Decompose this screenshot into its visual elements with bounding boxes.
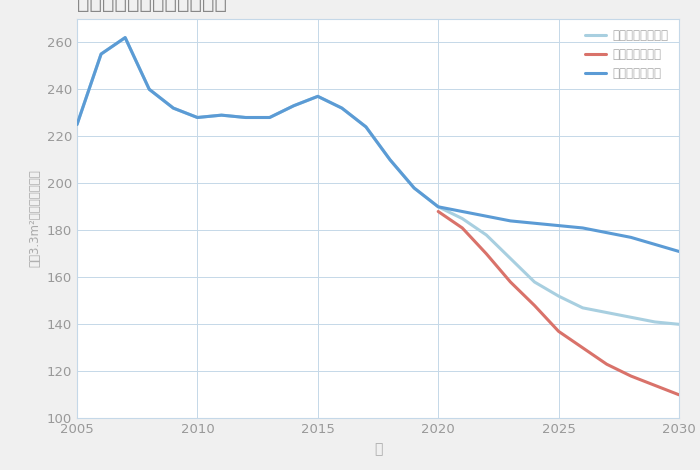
Y-axis label: 坪（3.3m²）単価（万円）: 坪（3.3m²）単価（万円） xyxy=(28,170,41,267)
ノーマルシナリオ xyxy=(73,122,81,127)
グッドシナリオ xyxy=(290,103,298,109)
グッドシナリオ xyxy=(193,115,202,120)
グッドシナリオ xyxy=(554,223,563,228)
ノーマルシナリオ xyxy=(217,112,225,118)
ノーマルシナリオ xyxy=(337,105,346,111)
グッドシナリオ xyxy=(314,94,322,99)
バッドシナリオ xyxy=(578,345,587,351)
バッドシナリオ xyxy=(434,209,442,214)
Line: グッドシナリオ: グッドシナリオ xyxy=(77,38,679,251)
バッドシナリオ xyxy=(603,361,611,367)
ノーマルシナリオ xyxy=(314,94,322,99)
Line: バッドシナリオ: バッドシナリオ xyxy=(438,212,679,395)
グッドシナリオ xyxy=(337,105,346,111)
ノーマルシナリオ xyxy=(626,314,635,320)
バッドシナリオ xyxy=(626,373,635,379)
グッドシナリオ xyxy=(73,122,81,127)
バッドシナリオ xyxy=(531,303,539,308)
バッドシナリオ xyxy=(506,279,514,285)
ノーマルシナリオ xyxy=(362,124,370,130)
グッドシナリオ xyxy=(506,218,514,224)
ノーマルシナリオ xyxy=(578,305,587,311)
グッドシナリオ xyxy=(482,213,491,219)
グッドシナリオ xyxy=(97,51,105,57)
ノーマルシナリオ xyxy=(506,256,514,261)
グッドシナリオ xyxy=(121,35,130,40)
グッドシナリオ xyxy=(265,115,274,120)
グッドシナリオ xyxy=(410,185,419,191)
X-axis label: 年: 年 xyxy=(374,442,382,456)
グッドシナリオ xyxy=(675,249,683,254)
ノーマルシナリオ xyxy=(482,232,491,238)
Legend: ノーマルシナリオ, バッドシナリオ, グッドシナリオ: ノーマルシナリオ, バッドシナリオ, グッドシナリオ xyxy=(580,25,673,85)
ノーマルシナリオ xyxy=(675,321,683,327)
ノーマルシナリオ xyxy=(121,35,130,40)
ノーマルシナリオ xyxy=(651,319,659,325)
ノーマルシナリオ xyxy=(241,115,250,120)
ノーマルシナリオ xyxy=(145,86,153,92)
グッドシナリオ xyxy=(217,112,225,118)
ノーマルシナリオ xyxy=(410,185,419,191)
ノーマルシナリオ xyxy=(290,103,298,109)
グッドシナリオ xyxy=(626,235,635,240)
Line: ノーマルシナリオ: ノーマルシナリオ xyxy=(77,38,679,324)
バッドシナリオ xyxy=(554,329,563,334)
ノーマルシナリオ xyxy=(193,115,202,120)
グッドシナリオ xyxy=(241,115,250,120)
ノーマルシナリオ xyxy=(265,115,274,120)
バッドシナリオ xyxy=(458,225,466,231)
ノーマルシナリオ xyxy=(169,105,178,111)
グッドシナリオ xyxy=(386,157,394,163)
グッドシナリオ xyxy=(603,230,611,235)
バッドシナリオ xyxy=(675,392,683,398)
ノーマルシナリオ xyxy=(386,157,394,163)
グッドシナリオ xyxy=(651,242,659,247)
グッドシナリオ xyxy=(169,105,178,111)
グッドシナリオ xyxy=(578,225,587,231)
ノーマルシナリオ xyxy=(603,310,611,315)
ノーマルシナリオ xyxy=(554,293,563,299)
グッドシナリオ xyxy=(434,204,442,210)
Text: 神奈川県横浜市緑区白山の
中古マンションの価格推移: 神奈川県横浜市緑区白山の 中古マンションの価格推移 xyxy=(77,0,227,12)
ノーマルシナリオ xyxy=(434,204,442,210)
グッドシナリオ xyxy=(145,86,153,92)
バッドシナリオ xyxy=(651,383,659,388)
バッドシナリオ xyxy=(482,251,491,257)
ノーマルシナリオ xyxy=(531,279,539,285)
グッドシナリオ xyxy=(458,209,466,214)
ノーマルシナリオ xyxy=(458,216,466,221)
グッドシナリオ xyxy=(362,124,370,130)
ノーマルシナリオ xyxy=(97,51,105,57)
グッドシナリオ xyxy=(531,220,539,226)
